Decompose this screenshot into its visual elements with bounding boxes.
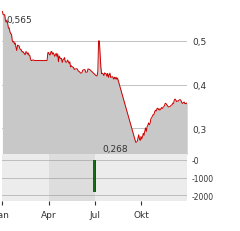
Text: 0,268: 0,268 xyxy=(102,144,128,153)
Bar xyxy=(93,160,96,192)
Text: 0,565: 0,565 xyxy=(6,16,32,25)
Bar xyxy=(49,155,95,201)
